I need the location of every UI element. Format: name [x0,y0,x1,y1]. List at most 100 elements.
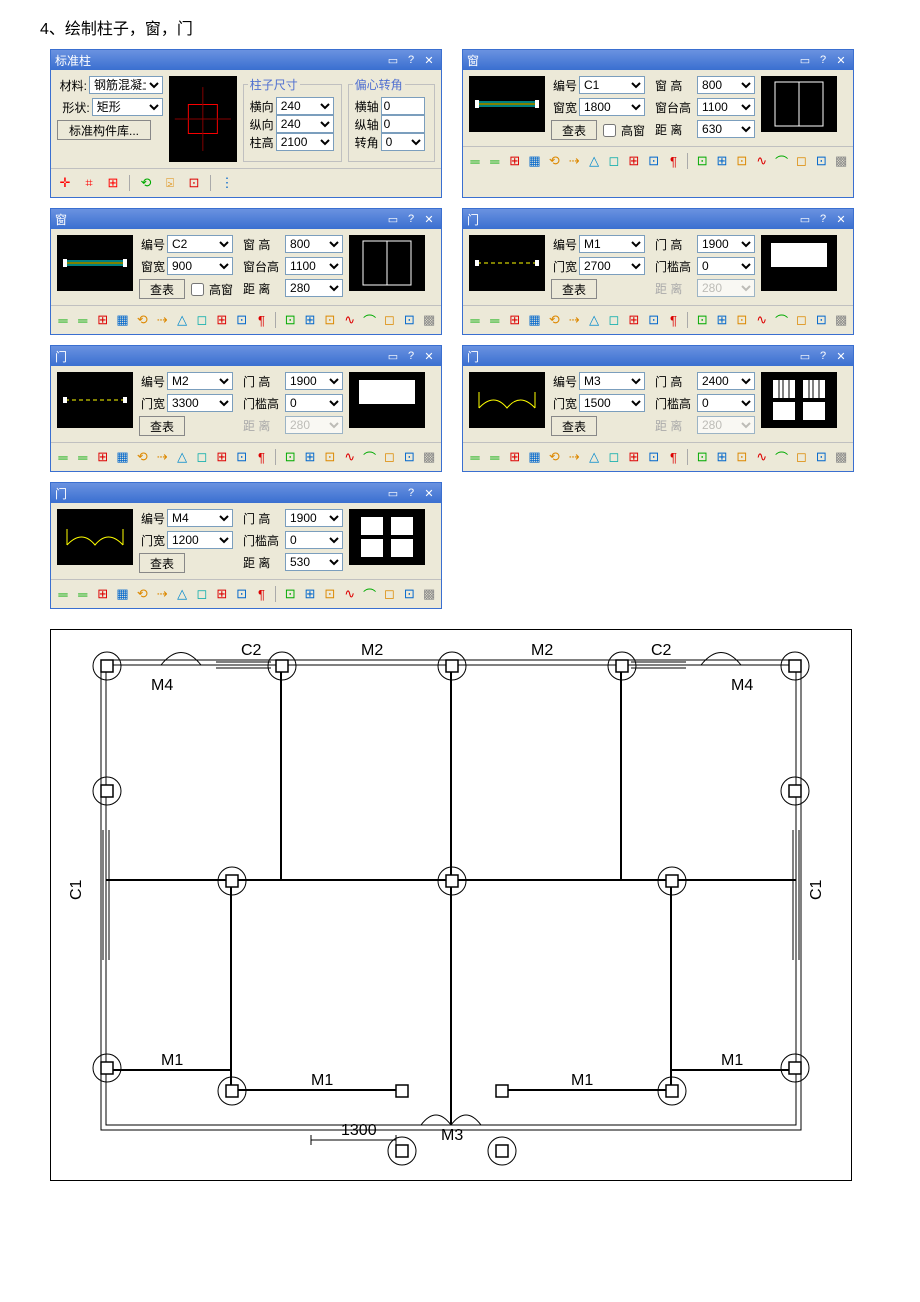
close-icon[interactable]: ✕ [421,52,437,68]
tool-icon[interactable]: ◻ [794,310,810,330]
tool-icon[interactable]: ⊡ [694,151,710,171]
tool-icon[interactable]: ⊞ [507,310,523,330]
check-button[interactable]: 查表 [551,279,597,299]
tool-icon[interactable]: ⍄ [160,173,180,193]
tool-icon[interactable]: ⌒ [774,310,790,330]
tool-icon[interactable]: ◻ [382,310,398,330]
help-icon[interactable]: ? [403,485,419,501]
oy-input[interactable] [381,115,425,133]
check-button[interactable]: 查表 [139,416,185,436]
tool-icon[interactable]: △ [174,447,190,467]
tool-icon[interactable]: ⟲ [546,447,562,467]
tool-icon[interactable]: ⊡ [322,447,338,467]
tool-icon[interactable]: ◻ [382,447,398,467]
v-select[interactable]: 240 [276,115,334,133]
help-icon[interactable]: ? [403,52,419,68]
width-select[interactable]: 3300 [167,394,233,412]
dh-select[interactable]: 1900 [697,235,755,253]
tool-icon[interactable]: ⊡ [282,310,298,330]
tool-icon[interactable]: ⊞ [214,310,230,330]
tool-icon[interactable]: ⇢ [566,447,582,467]
tool-icon[interactable]: ═ [467,151,483,171]
tool-icon[interactable]: ▩ [833,310,849,330]
tool-icon[interactable]: ⊡ [734,447,750,467]
check-button[interactable]: 查表 [139,553,185,573]
ox-input[interactable] [381,97,425,115]
tool-icon[interactable]: ⊡ [234,310,250,330]
tool-icon[interactable]: ¶ [254,447,270,467]
tool-icon[interactable]: ⊞ [507,447,523,467]
tool-icon[interactable]: ⟲ [134,584,150,604]
tool-icon[interactable]: ⌗ [79,173,99,193]
close-icon[interactable]: ✕ [421,211,437,227]
pin-icon[interactable]: ▭ [797,211,813,227]
tool-icon[interactable]: ⊞ [214,447,230,467]
tool-icon[interactable]: ⇢ [154,310,170,330]
pin-icon[interactable]: ▭ [385,211,401,227]
tool-icon[interactable]: ⊡ [694,447,710,467]
ht-select[interactable]: 2100 [276,133,334,151]
id-select[interactable]: M1 [579,235,645,253]
help-icon[interactable]: ? [403,211,419,227]
tool-icon[interactable]: ⊞ [626,447,642,467]
tool-icon[interactable]: ⊞ [302,310,318,330]
tool-icon[interactable]: ⌒ [774,447,790,467]
tool-icon[interactable]: ⊡ [646,447,662,467]
help-icon[interactable]: ? [815,211,831,227]
width-select[interactable]: 2700 [579,257,645,275]
tool-icon[interactable]: ═ [487,151,503,171]
help-icon[interactable]: ? [403,348,419,364]
tool-icon[interactable]: ⟲ [546,151,562,171]
id-select[interactable]: M3 [579,372,645,390]
rot-select[interactable]: 0 [381,133,425,151]
tool-icon[interactable]: ∿ [754,310,770,330]
tool-icon[interactable]: ▦ [527,151,543,171]
check-button[interactable]: 查表 [551,416,597,436]
pin-icon[interactable]: ▭ [385,52,401,68]
dist-select[interactable]: 280 [285,279,343,297]
tool-icon[interactable]: ⌒ [774,151,790,171]
tool-icon[interactable]: ✛ [55,173,75,193]
id-select[interactable]: M4 [167,509,233,527]
dh-select[interactable]: 1900 [285,372,343,390]
pin-icon[interactable]: ▭ [385,348,401,364]
dist-select[interactable]: 530 [285,553,343,571]
id-select[interactable]: C2 [167,235,233,253]
tool-icon[interactable]: ⊡ [184,173,204,193]
tool-icon[interactable]: ⌒ [362,447,378,467]
width-select[interactable]: 900 [167,257,233,275]
sill-select[interactable]: 1100 [285,257,343,275]
tool-icon[interactable]: ⊡ [813,447,829,467]
tool-icon[interactable]: ⇢ [154,584,170,604]
tool-icon[interactable]: ⊡ [813,310,829,330]
tool-icon[interactable]: ◻ [194,447,210,467]
tool-icon[interactable]: ◻ [606,151,622,171]
tool-icon[interactable]: ⊞ [95,447,111,467]
tool-icon[interactable]: △ [586,310,602,330]
close-icon[interactable]: ✕ [833,52,849,68]
tool-icon[interactable]: ═ [487,310,503,330]
tool-icon[interactable]: ⇢ [566,151,582,171]
close-icon[interactable]: ✕ [833,348,849,364]
tool-icon[interactable]: ▦ [115,584,131,604]
tool-icon[interactable]: ◻ [382,584,398,604]
tool-icon[interactable]: △ [174,310,190,330]
tool-icon[interactable]: ═ [55,447,71,467]
high-window-check[interactable]: 高窗 [187,280,233,299]
sill-select[interactable]: 1100 [697,98,755,116]
tool-icon[interactable]: ⊞ [714,151,730,171]
tool-icon[interactable]: ▦ [527,310,543,330]
tool-icon[interactable]: ▩ [421,310,437,330]
tool-icon[interactable]: ⊞ [95,310,111,330]
help-icon[interactable]: ? [815,348,831,364]
tool-icon[interactable]: ▩ [421,447,437,467]
tool-icon[interactable]: ¶ [666,310,682,330]
tool-icon[interactable]: ⊡ [234,584,250,604]
tool-icon[interactable]: ⊡ [282,584,298,604]
tool-icon[interactable]: ¶ [666,151,682,171]
tool-icon[interactable]: ⊡ [646,310,662,330]
tool-icon[interactable]: ⊡ [646,151,662,171]
pin-icon[interactable]: ▭ [797,348,813,364]
help-icon[interactable]: ? [815,52,831,68]
wh-select[interactable]: 800 [285,235,343,253]
